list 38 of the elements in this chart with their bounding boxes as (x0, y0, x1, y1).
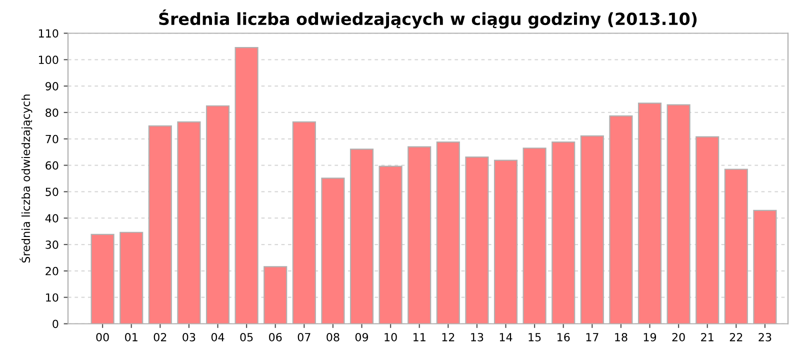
x-tick-label: 17 (586, 333, 598, 342)
x-tick-label: 23 (758, 332, 772, 342)
x-tick-label: 11 (414, 333, 426, 342)
y-tick-label: 90 (46, 82, 58, 90)
y-tick-label: 30 (46, 240, 58, 249)
x-tick-label: 01 (125, 332, 138, 342)
x-tick-label: 03 (182, 332, 196, 342)
x-tick-label: 14 (500, 333, 512, 342)
y-tick-label: 110 (38, 29, 58, 38)
y-tick-label: 10 (46, 293, 58, 302)
x-tick-label: 15 (528, 333, 541, 342)
x-tick-label: 19 (644, 332, 656, 342)
x-tick-label: 00 (96, 332, 109, 342)
x-tick-label: 10 (384, 332, 397, 342)
x-tick-label: 18 (615, 332, 628, 342)
y-tick-label: 100 (38, 56, 58, 64)
x-tick-label: 20 (672, 332, 685, 342)
y-axis-title: Średnia liczba odwiedzających (20, 94, 32, 263)
x-tick-label: 12 (442, 332, 454, 342)
y-tick-label: 50 (46, 188, 58, 196)
chart-title: Średnia liczba odwiedzających w ciągu godziny (2013.10) (159, 9, 697, 29)
x-tick-label: 13 (471, 332, 484, 342)
x-tick-label: 04 (211, 332, 224, 342)
x-tick-label: 21 (701, 332, 714, 342)
y-tick-label: 0 (52, 320, 58, 328)
x-tick-label: 05 (240, 332, 253, 342)
x-tick-label: 02 (154, 332, 166, 342)
y-tick-label: 60 (46, 161, 58, 170)
x-tick-label: 22 (730, 332, 742, 342)
y-tick-label: 70 (46, 134, 58, 144)
x-tick-label: 09 (355, 332, 368, 342)
y-tick-label: 20 (46, 266, 58, 276)
x-tick-label: 08 (326, 332, 340, 342)
x-tick-label: 07 (298, 332, 310, 342)
y-tick-label: 80 (46, 108, 58, 117)
x-tick-label: 06 (269, 332, 282, 342)
y-tick-label: 40 (45, 214, 58, 222)
x-tick-label: 16 (558, 332, 570, 342)
